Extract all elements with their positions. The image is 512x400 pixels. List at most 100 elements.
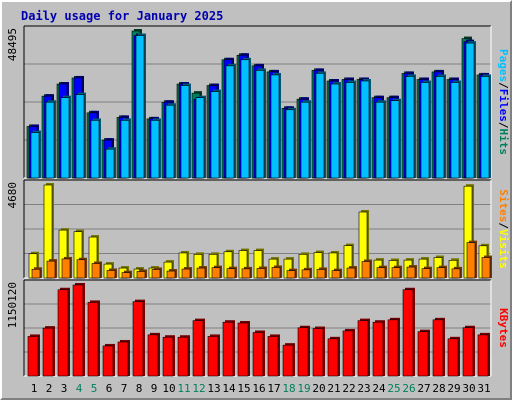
bar-sites-15 xyxy=(241,268,251,279)
bar-pages-18 xyxy=(285,109,295,179)
legend-hits: Hits xyxy=(497,129,510,156)
bar-pages-4 xyxy=(75,94,85,179)
bar-sites-4 xyxy=(76,259,86,279)
x-tick-label-24: 24 xyxy=(372,382,386,395)
bar-pages-19 xyxy=(300,101,310,179)
legend-visits: Visits xyxy=(497,229,510,269)
bar-kbytes-10 xyxy=(162,336,174,377)
bar-sites-9 xyxy=(151,269,161,279)
x-tick-label-3: 3 xyxy=(61,382,68,395)
x-tick-label-31: 31 xyxy=(477,382,490,395)
bar-kbytes-18 xyxy=(282,344,294,377)
bar-sites-14 xyxy=(226,268,236,279)
bar-sites-12 xyxy=(196,267,206,279)
x-tick-label-15: 15 xyxy=(237,382,250,395)
y-max-label-kbytes: 1150120 xyxy=(6,282,19,328)
x-tick-label-21: 21 xyxy=(327,382,340,395)
bar-pages-16 xyxy=(255,70,265,179)
bar-sites-28 xyxy=(436,267,446,279)
x-tick-label-30: 30 xyxy=(462,382,475,395)
bar-pages-11 xyxy=(180,85,190,179)
bar-pages-28 xyxy=(435,76,445,179)
x-tick-label-22: 22 xyxy=(342,382,355,395)
bar-pages-20 xyxy=(315,73,325,179)
bar-kbytes-8 xyxy=(132,301,144,377)
bar-kbytes-4 xyxy=(72,284,84,377)
x-tick-label-10: 10 xyxy=(162,382,175,395)
bar-pages-27 xyxy=(420,82,430,179)
x-tick-label-7: 7 xyxy=(121,382,128,395)
x-tick-label-25: 25 xyxy=(387,382,400,395)
bar-pages-15 xyxy=(240,59,250,179)
bar-kbytes-6 xyxy=(102,345,114,377)
x-tick-label-12: 12 xyxy=(192,382,205,395)
x-tick-label-14: 14 xyxy=(222,382,236,395)
bar-sites-27 xyxy=(421,268,431,279)
chart-title: Daily usage for January 2025 xyxy=(21,9,224,23)
bar-sites-11 xyxy=(181,268,191,279)
bar-sites-5 xyxy=(91,263,101,279)
x-tick-label-16: 16 xyxy=(252,382,265,395)
bar-sites-21 xyxy=(331,270,341,279)
bar-kbytes-30 xyxy=(462,327,474,377)
legend-pages: Pages xyxy=(497,49,510,82)
x-tick-label-1: 1 xyxy=(31,382,38,395)
bar-pages-13 xyxy=(210,91,220,179)
bar-sites-17 xyxy=(271,267,281,279)
bar-kbytes-20 xyxy=(312,328,324,377)
x-tick-label-28: 28 xyxy=(432,382,445,395)
bar-sites-18 xyxy=(286,270,296,279)
bar-pages-21 xyxy=(330,83,340,179)
x-tick-label-13: 13 xyxy=(207,382,220,395)
bar-sites-22 xyxy=(346,267,356,279)
bar-sites-23 xyxy=(361,261,371,279)
legend-files: Files xyxy=(497,89,510,122)
x-tick-label-19: 19 xyxy=(297,382,310,395)
bar-pages-9 xyxy=(150,120,160,179)
bar-sites-8 xyxy=(136,271,146,279)
bar-sites-3 xyxy=(61,258,71,279)
x-tick-label-17: 17 xyxy=(267,382,280,395)
legend-sites: Sites xyxy=(497,189,510,222)
x-tick-label-9: 9 xyxy=(151,382,158,395)
bar-kbytes-12 xyxy=(192,320,204,377)
bar-pages-25 xyxy=(390,100,400,179)
bar-kbytes-11 xyxy=(177,336,189,377)
bar-sites-1 xyxy=(31,268,41,279)
legend-sites-visits: Sites/Visits xyxy=(497,189,510,269)
bar-kbytes-15 xyxy=(237,322,249,377)
bar-kbytes-3 xyxy=(57,289,69,377)
bar-pages-3 xyxy=(60,97,70,179)
x-tick-label-2: 2 xyxy=(46,382,53,395)
x-tick-label-18: 18 xyxy=(282,382,295,395)
bar-kbytes-22 xyxy=(342,330,354,377)
bar-sites-13 xyxy=(211,267,221,279)
bar-kbytes-7 xyxy=(117,341,129,377)
bar-sites-16 xyxy=(256,268,266,279)
x-tick-label-6: 6 xyxy=(106,382,113,395)
bar-kbytes-25 xyxy=(387,319,399,377)
bar-pages-1 xyxy=(30,132,40,179)
bar-sites-19 xyxy=(301,269,311,279)
x-tick-label-5: 5 xyxy=(91,382,98,395)
bar-pages-24 xyxy=(375,101,385,179)
bar-pages-8 xyxy=(135,35,145,179)
bar-pages-23 xyxy=(360,80,370,179)
bar-kbytes-16 xyxy=(252,332,264,377)
bar-sites-25 xyxy=(391,267,401,279)
bar-kbytes-26 xyxy=(402,289,414,377)
bar-kbytes-27 xyxy=(417,331,429,377)
bar-kbytes-19 xyxy=(297,327,309,377)
x-tick-label-11: 11 xyxy=(177,382,190,395)
bar-kbytes-29 xyxy=(447,338,459,377)
bar-kbytes-17 xyxy=(267,336,279,377)
bar-pages-10 xyxy=(165,104,175,179)
y-max-label-hits: 48495 xyxy=(6,28,19,61)
x-tick-label-20: 20 xyxy=(312,382,325,395)
x-tick-label-4: 4 xyxy=(76,382,83,395)
y-max-label-visits: 4680 xyxy=(6,182,19,209)
bar-pages-12 xyxy=(195,97,205,179)
bar-kbytes-14 xyxy=(222,321,234,377)
bar-pages-14 xyxy=(225,65,235,179)
